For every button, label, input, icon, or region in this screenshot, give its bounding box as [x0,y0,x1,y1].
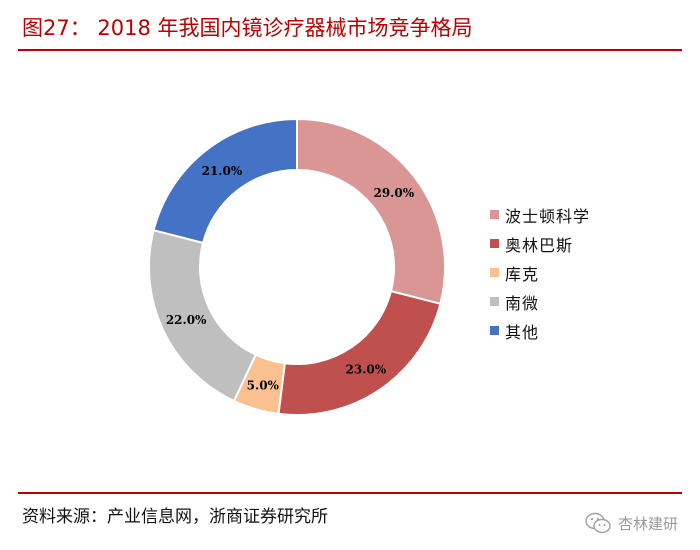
watermark: 杏林建研 [584,510,678,536]
legend-item-4: 南微 [490,287,590,316]
legend-swatch [490,239,499,248]
watermark-text: 杏林建研 [618,514,679,533]
legend-item-3: 库克 [490,258,590,287]
donut-slice-2 [277,289,442,416]
source-note: 资料来源：产业信息网，浙商证券研究所 [22,507,328,527]
legend-item-5: 其他 [490,316,590,345]
chart-title: 图27： 2018 年我国内镜诊疗器械市场竞争格局 [22,16,473,40]
donut-slice-1 [296,117,446,306]
donut-chart: 29.0% 23.0% 5.0% 22.0% 21.0% [148,117,446,416]
slice-value-label-2: 23.0% [346,362,387,376]
slice-value-label-1: 29.0% [373,186,414,200]
legend-label: 库克 [505,264,540,284]
chart-legend: 波士顿科学奥林巴斯库克南微其他 [490,200,590,345]
donut-slice-5 [152,117,298,245]
legend-swatch [490,297,499,306]
legend-label: 其他 [505,322,540,342]
source-divider [18,492,682,494]
slice-value-label-3: 5.0% [247,379,280,393]
legend-item-2: 奥林巴斯 [490,229,590,258]
legend-item-1: 波士顿科学 [490,200,590,229]
slice-value-label-4: 22.0% [166,313,207,327]
legend-label: 南微 [505,293,540,313]
legend-swatch [490,210,499,219]
title-divider [18,49,682,51]
legend-label: 波士顿科学 [505,206,591,226]
legend-swatch [490,326,499,335]
slice-value-label-5: 21.0% [202,164,243,178]
legend-swatch [490,268,499,277]
legend-label: 奥林巴斯 [505,235,574,255]
wechat-icon [585,512,611,534]
